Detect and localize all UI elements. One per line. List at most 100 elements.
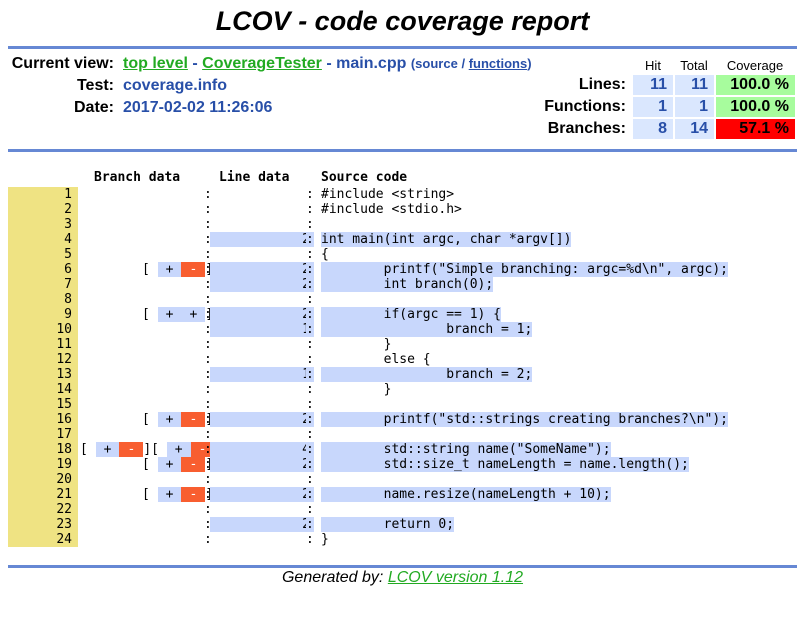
branch-bracket: ] [205,457,213,472]
line-hit-count [210,532,310,547]
line-hit-count [210,247,310,262]
functions-view-link[interactable]: functions [468,56,528,71]
column-separator: : [204,382,212,397]
column-separator: : [204,502,212,517]
column-separator: : [204,397,212,412]
lcov-version-link[interactable]: LCOV version 1.12 [387,569,524,586]
column-separator: : [204,487,212,502]
branch-not-taken-marker: - [190,442,215,457]
summary-row-label: Lines: [578,76,626,93]
line-hit-count [210,502,310,517]
summary-row-label: Branches: [547,120,626,137]
line-number: 24 [8,532,78,547]
source-code-text: branch = 2; [321,367,533,382]
line-hit-count: 2 [210,307,310,322]
column-separator: : [204,457,212,472]
line-hit-count: 2 [210,487,310,502]
source-line-row: 14:: } [8,382,797,397]
line-number: 13 [8,367,78,382]
top-divider [8,46,797,49]
line-hit-count [210,397,310,412]
branch-data: [ +-] [142,262,213,277]
line-number: 6 [8,262,78,277]
line-hit-count [210,427,310,442]
source-code-text: branch = 1; [321,322,533,337]
source-code-text: #include <stdio.h> [321,202,462,217]
line-number: 5 [8,247,78,262]
branch-taken-marker: + [166,442,191,457]
page-title: LCOV - code coverage report [215,6,590,36]
line-number: 16 [8,412,78,427]
bottom-divider [8,565,797,568]
branch-bracket: ] [205,487,213,502]
line-number: 3 [8,217,78,232]
source-line-row: 18[ +-][ +-]:4: std::string name("SomeNa… [8,442,797,457]
branch-bracket: [ [142,457,158,472]
line-hit-count [210,337,310,352]
current-file-name: main.cpp [336,55,407,72]
column-separator: : [306,517,314,532]
branch-taken-marker: + [157,412,182,427]
source-code-text: } [321,337,392,352]
column-separator: : [306,412,314,427]
test-value: coverage.info [123,77,228,94]
summary-coverage-value: 100.0 % [716,97,795,117]
source-code-text: else { [321,352,431,367]
column-separator: : [306,532,314,547]
source-line-row: 5:: { [8,247,797,262]
source-line-row: 22:: [8,502,797,517]
summary-hit-value: 11 [633,75,673,95]
breadcrumb-coveragetester-link[interactable]: CoverageTester [202,55,322,72]
line-hit-count: 1 [210,322,310,337]
branch-taken-marker: + [181,307,206,322]
column-separator: : [306,277,314,292]
column-separator: : [306,487,314,502]
branch-bracket: [ [142,412,158,427]
mid-divider [8,149,797,152]
column-separator: : [306,472,314,487]
line-number: 21 [8,487,78,502]
column-separator: : [204,322,212,337]
test-label: Test: [76,77,114,94]
line-data-header: Line data [219,170,290,185]
column-separator: : [204,292,212,307]
source-line-row: 2:: #include <stdio.h> [8,202,797,217]
source-code-text: std::size_t nameLength = name.length(); [321,457,689,472]
column-separator: : [204,517,212,532]
column-separator: : [204,442,212,457]
line-number: 10 [8,322,78,337]
summary-coverage-value: 100.0 % [716,75,795,95]
breadcrumb-separator: - [326,55,332,72]
column-separator: : [306,292,314,307]
branch-bracket: [ [142,262,158,277]
line-number: 22 [8,502,78,517]
branch-data: [ +-] [142,457,213,472]
column-separator: : [204,352,212,367]
source-view-link[interactable]: source [415,56,458,71]
breadcrumb-top-level-link[interactable]: top level [123,55,188,72]
branch-taken-marker: + [157,457,182,472]
line-hit-count: 1 [210,367,310,382]
branch-bracket: ] [143,442,152,457]
column-separator: : [306,232,314,247]
source-code-text: } [321,382,392,397]
date-value: 2017-02-02 11:26:06 [123,99,273,116]
branch-not-taken-marker: - [181,412,206,427]
line-hit-count [210,187,310,202]
source-line-row: 15:: [8,397,797,412]
column-separator: : [306,307,314,322]
source-line-row: 12:: else { [8,352,797,367]
column-separator: : [204,217,212,232]
branch-not-taken-marker: - [181,457,206,472]
source-code-text: int main(int argc, char *argv[]) [321,232,572,247]
column-separator: : [306,202,314,217]
summary-coverage-value: 57.1 % [716,119,795,139]
branch-bracket: [ [142,307,158,322]
branch-taken-marker: + [157,487,182,502]
summary-hit-value: 1 [633,97,673,117]
column-separator: : [306,337,314,352]
summary-total-value: 1 [675,97,714,117]
source-line-row: 6 [ +-]:2: printf("Simple branching: argc… [8,262,797,277]
source-code-text: { [321,247,329,262]
column-separator: : [306,247,314,262]
